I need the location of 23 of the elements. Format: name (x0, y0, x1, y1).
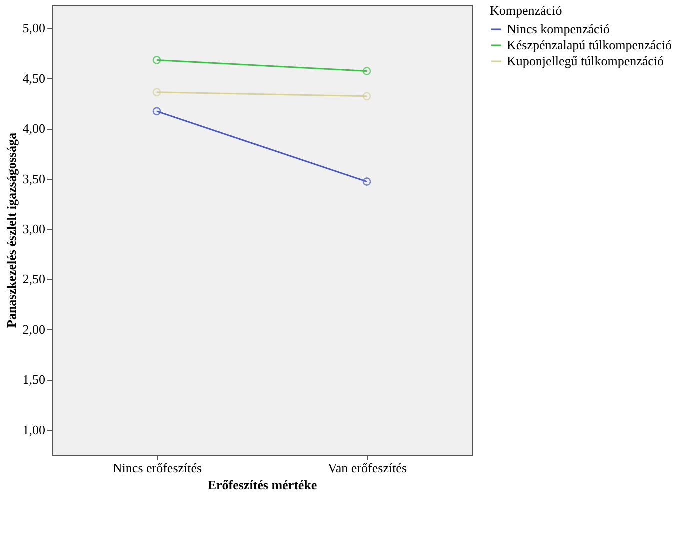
point (152, 88, 162, 97)
y-tick-label: 1,00 (22, 422, 46, 438)
point (362, 178, 372, 186)
x-tick-label: Nincs erőfeszítés (112, 460, 202, 476)
legend-label: Kuponjellegű túlkompenzáció (507, 54, 664, 68)
y-tick-label: 4,00 (22, 121, 46, 136)
y-tick-label: 3,50 (22, 171, 46, 186)
x-tick-label: Van erőfeszítés (328, 460, 408, 476)
legend-label: Készpénzalapú túlkompenzáció (507, 38, 672, 52)
y-tick-label: 1,50 (22, 372, 46, 388)
y-tick-label: 2,00 (22, 322, 46, 337)
y-tick-label: 3,00 (22, 221, 46, 236)
point (362, 92, 372, 101)
y-tick-label: 2,50 (22, 272, 46, 287)
legend-label: Nincs kompenzáció (507, 22, 610, 36)
y-tick-label: 5,00 (22, 20, 46, 36)
y-axis-title: Panaszkezelés észlelt igazságossága (4, 132, 19, 328)
y-tick-label: 4,50 (22, 70, 46, 86)
point (152, 56, 162, 64)
x-axis-title: Erőfeszítés mértéke (208, 478, 318, 492)
legend-title: Kompenzáció (490, 3, 562, 18)
point (362, 67, 372, 76)
point (152, 107, 162, 116)
